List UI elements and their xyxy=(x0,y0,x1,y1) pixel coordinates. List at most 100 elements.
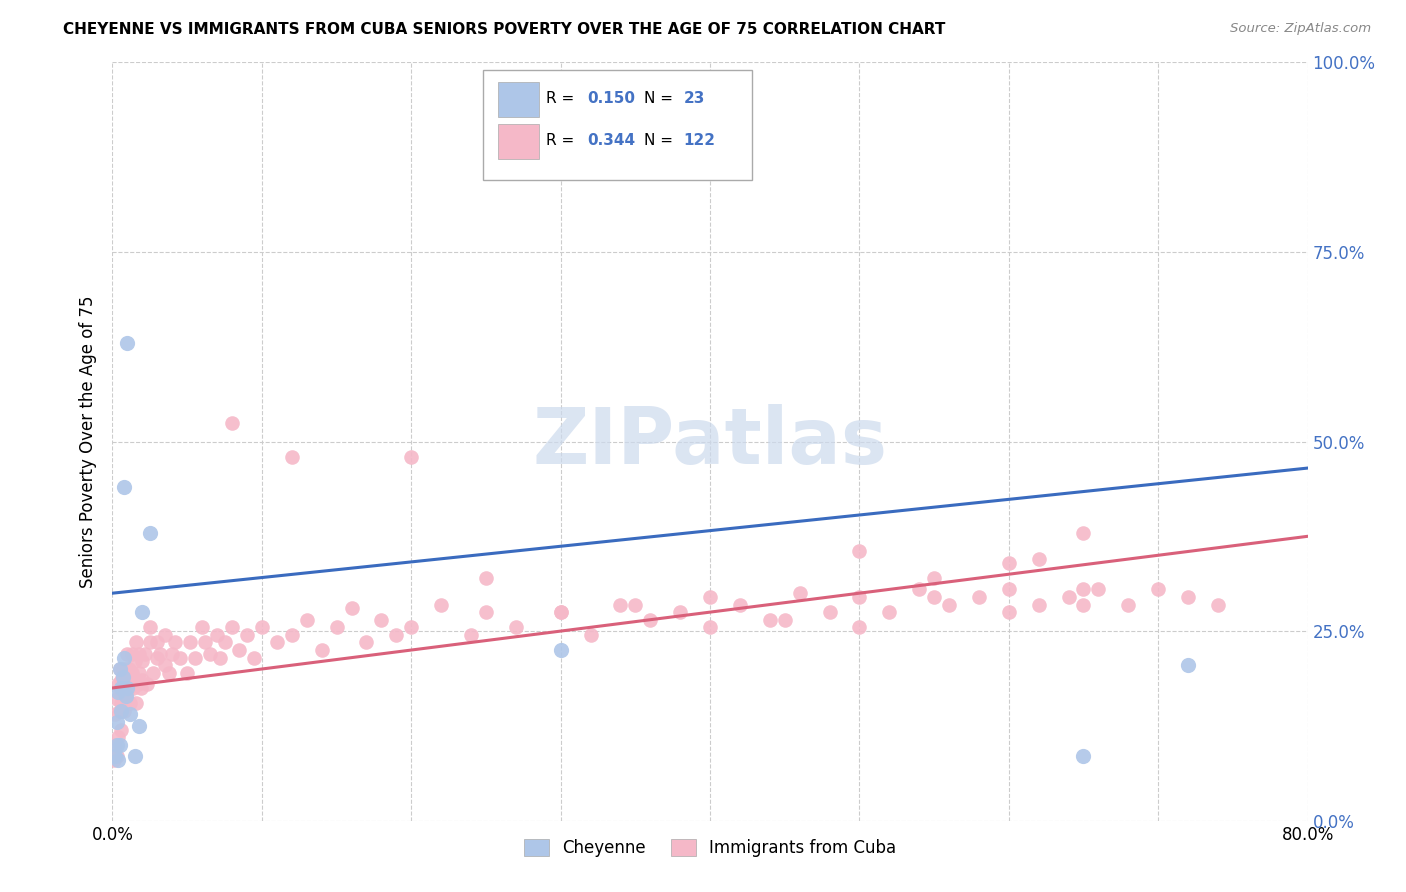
Point xyxy=(104,738,127,752)
Point xyxy=(624,598,647,612)
Point xyxy=(114,650,135,665)
Point xyxy=(1057,590,1080,604)
Text: N =: N = xyxy=(644,133,678,148)
Point xyxy=(998,556,1021,570)
Point xyxy=(114,704,135,718)
Point xyxy=(1028,598,1050,612)
Text: R =: R = xyxy=(547,133,579,148)
Point xyxy=(110,673,132,688)
Point xyxy=(250,620,273,634)
Point xyxy=(115,689,138,703)
Point xyxy=(110,704,132,718)
Point xyxy=(120,696,142,710)
Point xyxy=(699,590,721,604)
Point xyxy=(127,677,149,691)
Point xyxy=(848,544,870,558)
Text: 0.344: 0.344 xyxy=(586,133,636,148)
Point xyxy=(153,628,176,642)
Point xyxy=(104,707,127,722)
Point xyxy=(111,662,134,676)
Point xyxy=(221,416,243,430)
Point xyxy=(340,601,363,615)
Point xyxy=(128,647,150,661)
Text: CHEYENNE VS IMMIGRANTS FROM CUBA SENIORS POVERTY OVER THE AGE OF 75 CORRELATION : CHEYENNE VS IMMIGRANTS FROM CUBA SENIORS… xyxy=(63,22,946,37)
Point xyxy=(848,620,870,634)
Point xyxy=(169,650,191,665)
Point xyxy=(139,620,162,634)
Point xyxy=(157,665,180,680)
FancyBboxPatch shape xyxy=(499,124,538,159)
Point xyxy=(139,635,162,649)
Point xyxy=(967,590,990,604)
Point xyxy=(128,719,150,733)
Point xyxy=(1073,598,1095,612)
FancyBboxPatch shape xyxy=(484,70,752,180)
Point xyxy=(124,749,146,764)
Point xyxy=(107,753,129,767)
Point xyxy=(118,681,141,695)
Point xyxy=(198,647,221,661)
Point xyxy=(430,598,453,612)
Point xyxy=(120,677,142,691)
Point xyxy=(385,628,408,642)
Point xyxy=(165,635,187,649)
Point xyxy=(107,730,129,744)
Point xyxy=(1073,749,1095,764)
Point xyxy=(789,586,811,600)
Point xyxy=(115,689,138,703)
Point xyxy=(1177,658,1199,673)
Point xyxy=(356,635,378,649)
Point xyxy=(110,696,132,710)
Point xyxy=(908,582,931,597)
Point xyxy=(1073,525,1095,540)
Point xyxy=(311,643,333,657)
Point xyxy=(149,647,172,661)
Point xyxy=(176,665,198,680)
Point xyxy=(922,590,945,604)
Point xyxy=(125,696,148,710)
Point xyxy=(818,605,841,619)
Point xyxy=(550,605,572,619)
Point xyxy=(108,685,131,699)
Point xyxy=(108,704,131,718)
Point xyxy=(1206,598,1229,612)
Point xyxy=(114,677,135,691)
Text: N =: N = xyxy=(644,91,678,106)
Y-axis label: Seniors Poverty Over the Age of 75: Seniors Poverty Over the Age of 75 xyxy=(79,295,97,588)
Point xyxy=(370,613,392,627)
Point xyxy=(998,605,1021,619)
Text: Source: ZipAtlas.com: Source: ZipAtlas.com xyxy=(1230,22,1371,36)
Point xyxy=(162,647,183,661)
Point xyxy=(105,749,128,764)
Point xyxy=(228,643,250,657)
Point xyxy=(146,635,169,649)
Point xyxy=(998,582,1021,597)
Text: 122: 122 xyxy=(683,133,716,148)
Point xyxy=(125,635,148,649)
Point xyxy=(460,628,482,642)
Point xyxy=(110,681,132,695)
Point xyxy=(1073,582,1095,597)
Point xyxy=(142,665,165,680)
Point xyxy=(1177,590,1199,604)
Point xyxy=(134,647,156,661)
Point xyxy=(108,662,131,676)
Point xyxy=(579,628,602,642)
Point xyxy=(922,571,945,585)
Text: ZIPatlas: ZIPatlas xyxy=(533,403,887,480)
Point xyxy=(117,335,139,350)
Point xyxy=(124,673,146,688)
Point xyxy=(128,665,150,680)
Point xyxy=(1087,582,1109,597)
Point xyxy=(243,650,266,665)
Point xyxy=(146,650,169,665)
FancyBboxPatch shape xyxy=(499,82,538,117)
Point xyxy=(325,620,347,634)
Point xyxy=(205,628,228,642)
Point xyxy=(475,605,498,619)
Text: 0.150: 0.150 xyxy=(586,91,636,106)
Point xyxy=(108,738,131,752)
Point xyxy=(104,749,127,764)
Point xyxy=(110,723,132,737)
Point xyxy=(111,669,134,683)
